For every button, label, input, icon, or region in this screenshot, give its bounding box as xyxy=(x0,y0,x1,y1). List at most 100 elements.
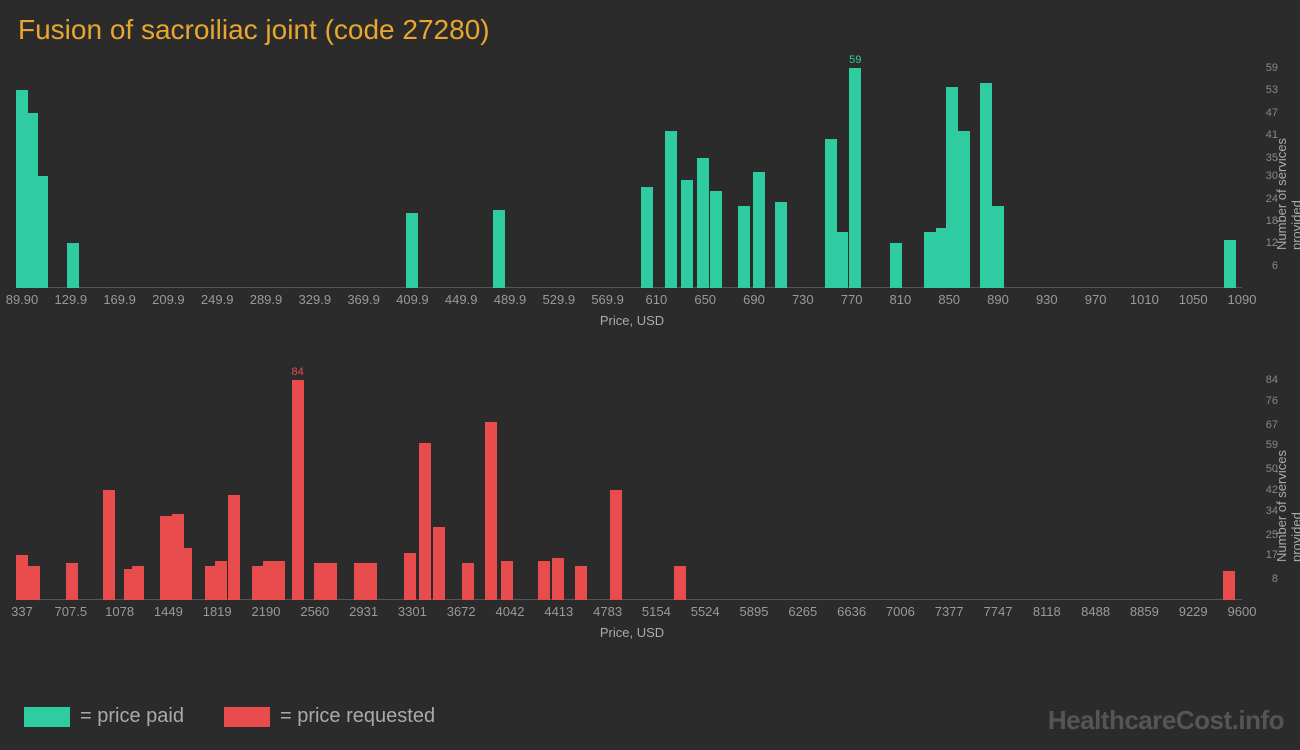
bar xyxy=(160,516,172,600)
x-tick: 129.9 xyxy=(55,292,88,307)
bar xyxy=(849,68,861,288)
bar xyxy=(28,566,40,600)
bar xyxy=(665,131,677,288)
bar xyxy=(980,83,992,288)
bar xyxy=(462,563,474,600)
y-axis-label: Number of services provided xyxy=(1274,120,1300,250)
bar xyxy=(992,206,1004,288)
bar xyxy=(365,563,377,600)
bar xyxy=(681,180,693,288)
bar xyxy=(710,191,722,288)
bar xyxy=(538,561,550,600)
peak-label: 59 xyxy=(849,54,861,66)
bar xyxy=(697,158,709,289)
bar xyxy=(610,490,622,600)
legend-item-paid: = price paid xyxy=(24,705,184,728)
bar xyxy=(775,202,787,288)
y-tick: 84 xyxy=(1266,374,1278,386)
x-tick: 707.5 xyxy=(55,604,88,619)
x-tick: 5895 xyxy=(740,604,769,619)
x-tick: 1819 xyxy=(203,604,232,619)
bar xyxy=(575,566,587,600)
bar xyxy=(641,187,653,288)
x-tick: 209.9 xyxy=(152,292,185,307)
bar xyxy=(924,232,936,288)
x-tick: 2560 xyxy=(300,604,329,619)
bar xyxy=(1223,571,1235,600)
bar xyxy=(132,566,144,600)
x-tick: 489.9 xyxy=(494,292,527,307)
peak-label: 84 xyxy=(292,366,304,378)
x-tick: 770 xyxy=(841,292,863,307)
x-tick: 529.9 xyxy=(543,292,576,307)
x-tick: 3672 xyxy=(447,604,476,619)
bar xyxy=(404,553,416,600)
x-tick: 4042 xyxy=(496,604,525,619)
bar xyxy=(354,563,366,600)
page-title: Fusion of sacroiliac joint (code 27280) xyxy=(18,14,490,46)
legend-label: = price paid xyxy=(80,705,184,728)
bar xyxy=(433,527,445,600)
bar xyxy=(406,213,418,288)
bar xyxy=(215,561,227,600)
legend-swatch xyxy=(24,707,70,727)
legend-label: = price requested xyxy=(280,705,435,728)
y-axis-label: Number of services provided xyxy=(1274,432,1300,562)
x-tick: 9229 xyxy=(1179,604,1208,619)
bars-container: 84 xyxy=(22,380,1242,600)
legend: = price paid = price requested xyxy=(24,705,435,728)
chart-price-requested: 84 Price, USD 337707.5107814491819219025… xyxy=(22,380,1242,640)
y-tick: 8 xyxy=(1272,573,1278,585)
watermark: HealthcareCost.info xyxy=(1048,705,1284,736)
bar xyxy=(890,243,902,288)
x-tick: 289.9 xyxy=(250,292,283,307)
chart-price-paid: 59 Price, USD 89.90129.9169.9209.9249.92… xyxy=(22,68,1242,328)
x-axis-label: Price, USD xyxy=(600,625,664,640)
bar xyxy=(501,561,513,600)
x-tick: 449.9 xyxy=(445,292,478,307)
bar xyxy=(67,243,79,288)
y-axis: 8172534425059677684 xyxy=(1244,380,1278,600)
x-tick: 1010 xyxy=(1130,292,1159,307)
x-tick: 169.9 xyxy=(103,292,136,307)
legend-swatch xyxy=(224,707,270,727)
x-tick: 369.9 xyxy=(347,292,380,307)
x-tick: 8118 xyxy=(1033,604,1061,619)
bar xyxy=(228,495,240,600)
x-tick: 2190 xyxy=(252,604,281,619)
x-tick: 8488 xyxy=(1081,604,1110,619)
x-tick: 970 xyxy=(1085,292,1107,307)
x-tick: 730 xyxy=(792,292,814,307)
x-tick: 890 xyxy=(987,292,1009,307)
x-tick: 89.90 xyxy=(6,292,39,307)
bar xyxy=(103,490,115,600)
bars-container: 59 xyxy=(22,68,1242,288)
x-tick: 1449 xyxy=(154,604,183,619)
x-tick: 850 xyxy=(938,292,960,307)
x-tick: 5524 xyxy=(691,604,720,619)
x-axis: Price, USD 89.90129.9169.9209.9249.9289.… xyxy=(22,288,1242,328)
x-axis-label: Price, USD xyxy=(600,313,664,328)
x-tick: 930 xyxy=(1036,292,1058,307)
x-tick: 650 xyxy=(694,292,716,307)
bar xyxy=(753,172,765,288)
x-tick: 5154 xyxy=(642,604,671,619)
x-tick: 569.9 xyxy=(591,292,624,307)
x-tick: 6265 xyxy=(788,604,817,619)
x-tick: 6636 xyxy=(837,604,866,619)
x-tick: 810 xyxy=(890,292,912,307)
y-tick: 59 xyxy=(1266,62,1278,74)
x-tick: 7006 xyxy=(886,604,915,619)
x-tick: 1090 xyxy=(1228,292,1257,307)
x-axis: Price, USD 337707.5107814491819219025602… xyxy=(22,600,1242,640)
bar xyxy=(552,558,564,600)
bar xyxy=(16,555,28,600)
bar xyxy=(738,206,750,288)
bar xyxy=(485,422,497,600)
x-tick: 2931 xyxy=(349,604,378,619)
x-tick: 1078 xyxy=(105,604,134,619)
bar xyxy=(1224,240,1236,288)
bar xyxy=(273,561,285,600)
x-tick: 4413 xyxy=(544,604,573,619)
x-tick: 3301 xyxy=(398,604,427,619)
